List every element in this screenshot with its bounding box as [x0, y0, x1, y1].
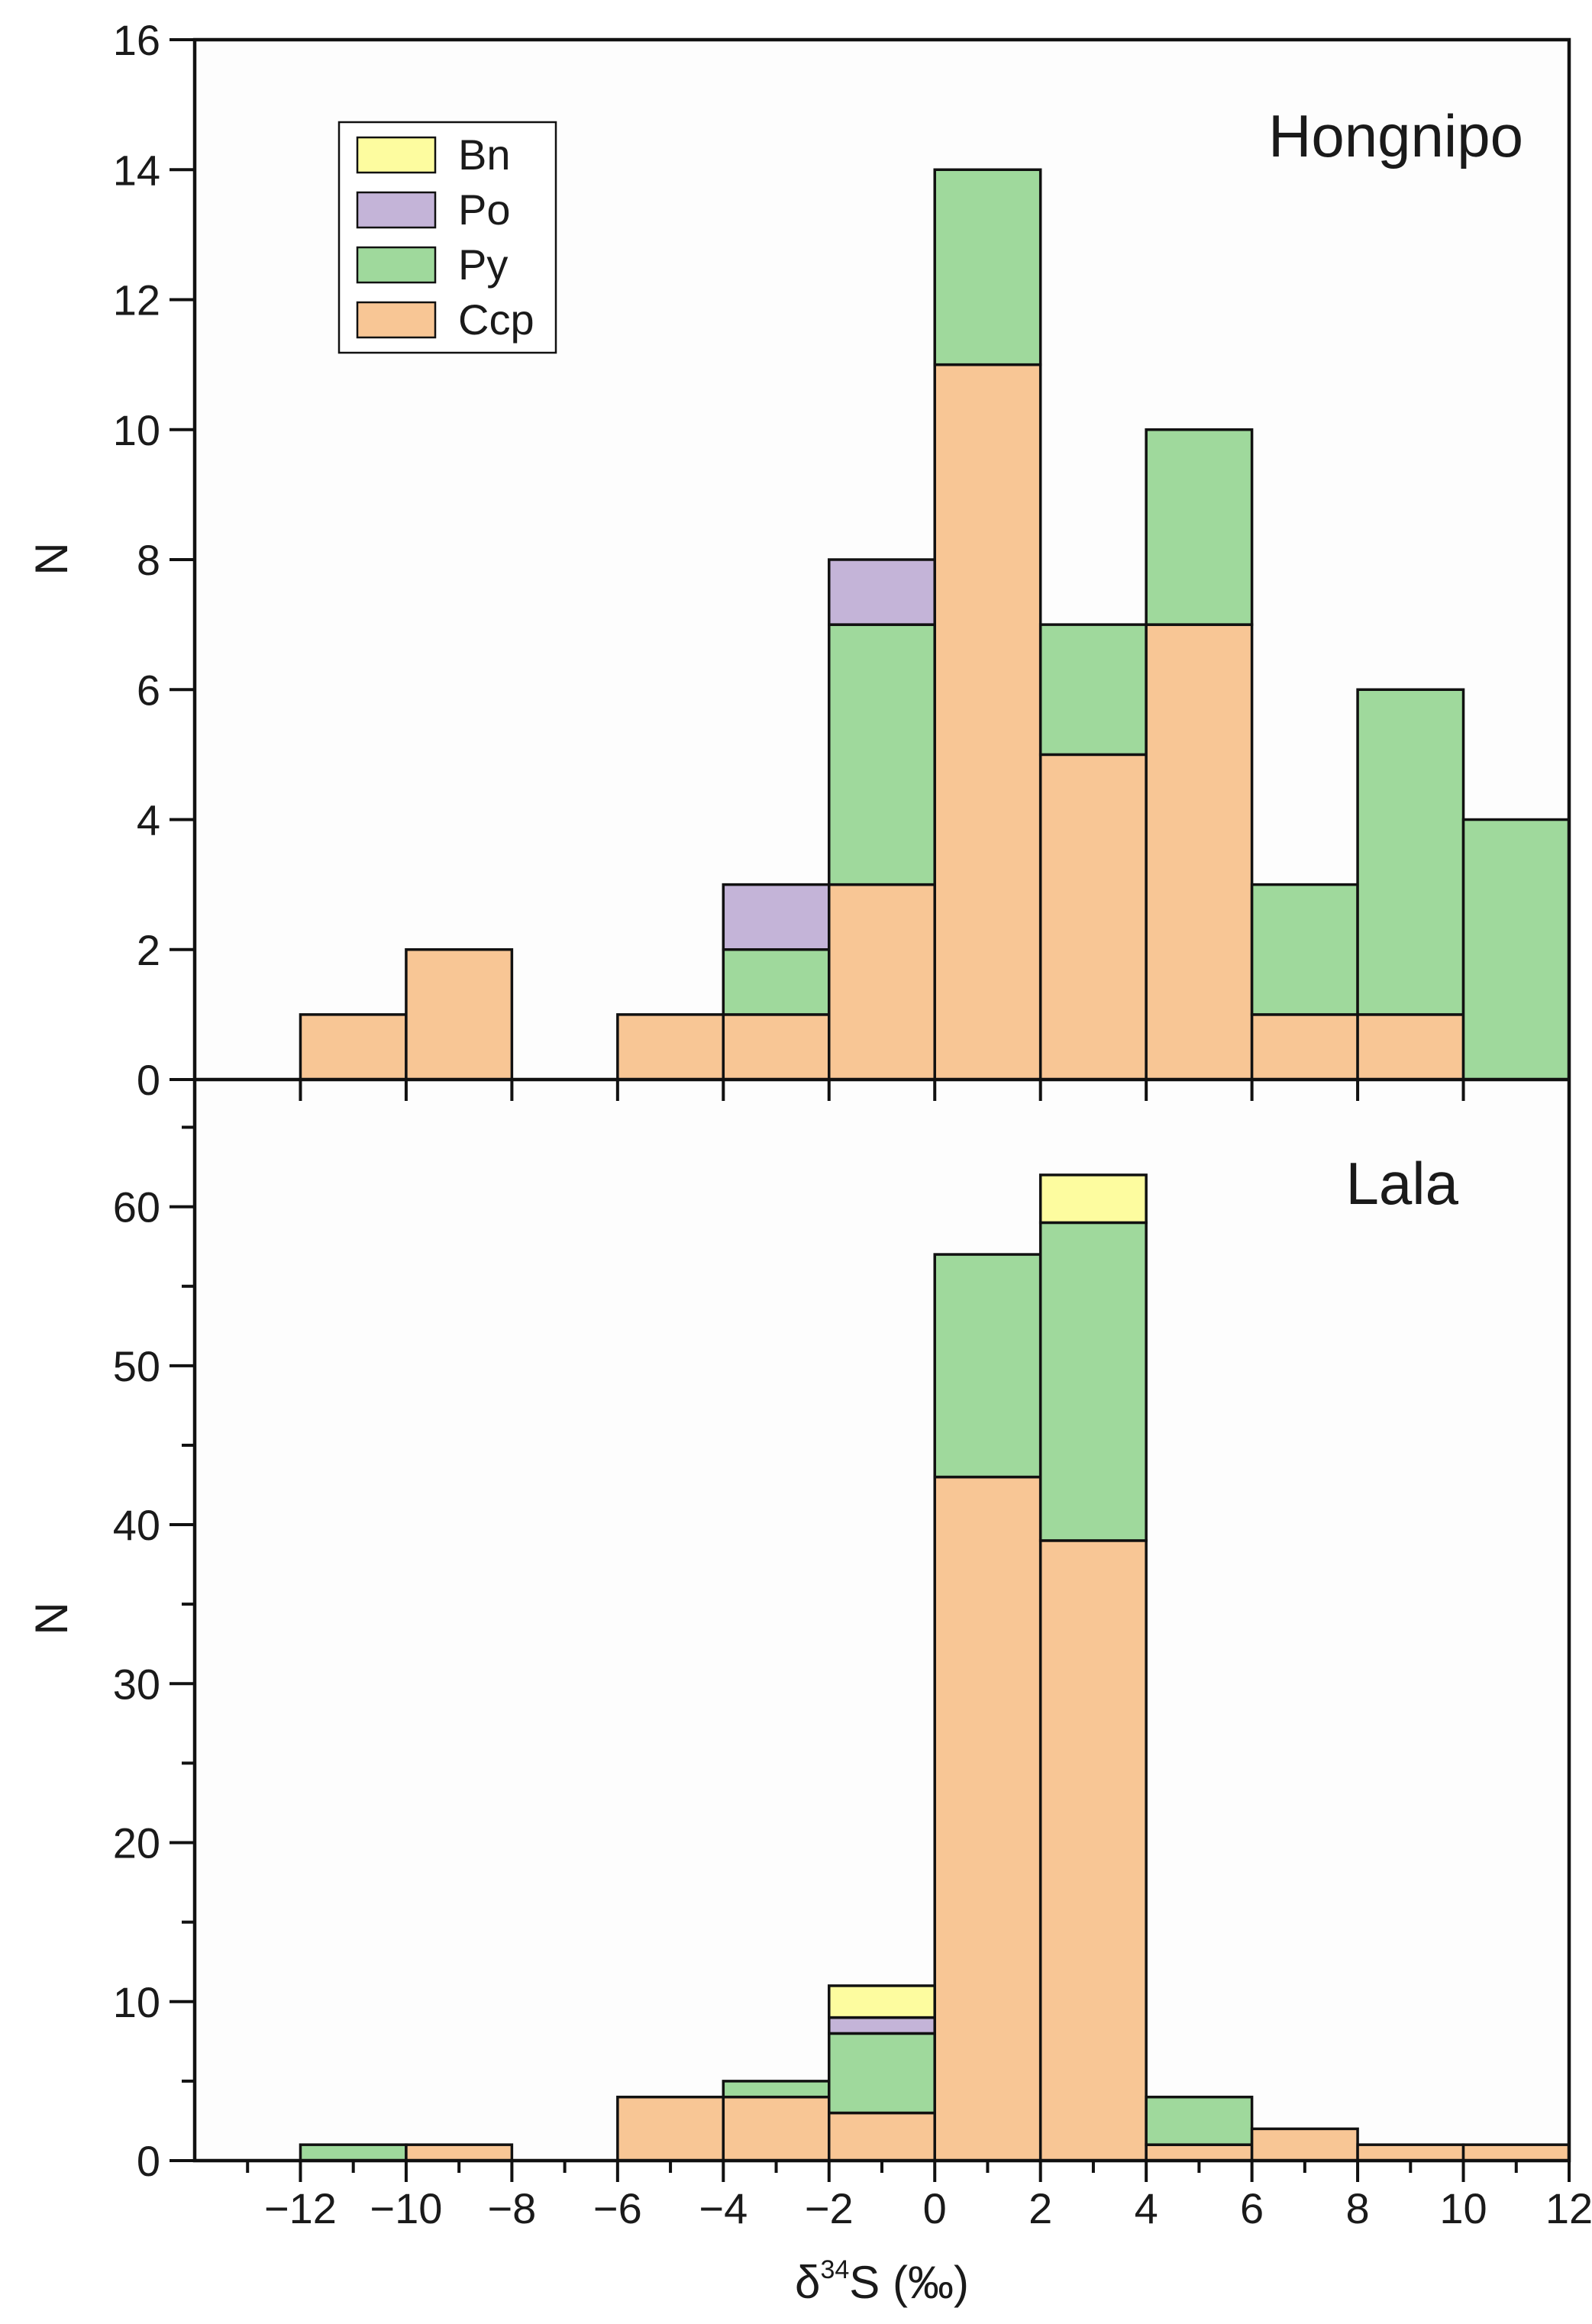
plot-area-fill — [195, 40, 1569, 2161]
lala-bars — [299, 1173, 1571, 2162]
x-axis-title-rest: S (‰) — [849, 2257, 969, 2308]
hongnipo-bar-ccp--2-to-0 — [828, 883, 936, 1081]
hongnipo-y-tick-label: 6 — [137, 666, 160, 714]
x-axis-ticks: −12 −10 −8 −6 −4 −2 0 2 4 6 8 10 12 — [246, 1080, 1592, 2232]
x-axis-title: δ34S (‰) — [795, 2255, 969, 2308]
lala-bar-py-4-to-6 — [1145, 2095, 1254, 2146]
lala-bar-py-2-to-4 — [1038, 1221, 1148, 1542]
lala-y-tick-label: 10 — [113, 1978, 160, 2026]
lala-bar-ccp--4-to--2 — [722, 2095, 831, 2162]
legend-entries: Bn Po Py Ccp — [356, 131, 534, 344]
hongnipo-y-tick-label: 14 — [113, 146, 160, 194]
lala-bar-py-0-to-2 — [933, 1253, 1042, 1479]
legend-label-py: Py — [458, 240, 508, 289]
lala-y-axis-ticks: 0 10 20 30 40 50 60 — [113, 1125, 195, 2185]
hongnipo-y-tick-label: 2 — [137, 926, 160, 974]
hongnipo-bar-po--4-to--2 — [722, 883, 831, 951]
x-tick-label: 8 — [1345, 2184, 1369, 2232]
x-tick-label: −10 — [370, 2184, 442, 2232]
hongnipo-bar-ccp-4-to-6 — [1145, 623, 1254, 1081]
x-axis-title-superscript: 34 — [820, 2255, 849, 2284]
lala-y-tick-label: 40 — [113, 1501, 160, 1549]
lala-bar-py--4-to--2 — [722, 2080, 831, 2099]
x-tick-label: −4 — [699, 2184, 748, 2232]
x-tick-label: 12 — [1545, 2184, 1592, 2232]
hongnipo-panel-title: Hongnipo — [1268, 102, 1523, 169]
hongnipo-bar-py-8-to-10 — [1356, 688, 1465, 1016]
lala-y-tick-label: 0 — [137, 2137, 160, 2185]
lala-bar-ccp--10-to--8 — [405, 2143, 514, 2162]
hongnipo-y-tick-label: 8 — [137, 536, 160, 584]
hongnipo-bar-py-10-to-12 — [1461, 818, 1571, 1081]
hongnipo-y-tick-label: 12 — [113, 276, 160, 324]
hongnipo-bar-py--4-to--2 — [722, 948, 831, 1016]
hongnipo-bar-ccp--12-to--10 — [299, 1013, 408, 1081]
lala-bar-ccp--6-to--4 — [616, 2095, 725, 2162]
hongnipo-y-axis-title: N — [26, 542, 77, 575]
lala-y-tick-label: 60 — [113, 1183, 160, 1231]
hongnipo-bar-ccp-0-to-2 — [933, 363, 1042, 1081]
hongnipo-bar-ccp-6-to-8 — [1250, 1013, 1359, 1081]
lala-y-tick-label: 30 — [113, 1660, 160, 1708]
legend-label-po: Po — [458, 186, 511, 234]
lala-y-tick-label: 20 — [113, 1819, 160, 1867]
hongnipo-y-tick-label: 16 — [113, 16, 160, 64]
hongnipo-y-tick-label: 0 — [137, 1056, 160, 1104]
lala-bar-ccp-10-to-12 — [1461, 2143, 1571, 2162]
hongnipo-bar-ccp-2-to-4 — [1038, 753, 1148, 1081]
x-tick-label: 10 — [1439, 2184, 1487, 2232]
lala-bar-bn-2-to-4 — [1038, 1173, 1148, 1225]
legend-label-ccp: Ccp — [458, 295, 534, 344]
hongnipo-bar-py--2-to-0 — [828, 623, 936, 886]
hongnipo-bar-py-2-to-4 — [1038, 623, 1148, 757]
hongnipo-bars — [299, 168, 1571, 1081]
legend-swatch-ccp — [356, 301, 437, 339]
lala-y-axis-title: N — [26, 1602, 77, 1635]
hongnipo-bar-po--2-to-0 — [828, 558, 936, 626]
lala-bar-ccp-2-to-4 — [1038, 1539, 1148, 2162]
hongnipo-bar-ccp--6-to--4 — [616, 1013, 725, 1081]
lala-bar-ccp-6-to-8 — [1250, 2127, 1359, 2162]
hongnipo-bar-py-4-to-6 — [1145, 428, 1254, 626]
hongnipo-y-axis-ticks: 0 2 4 6 8 10 12 14 16 — [113, 16, 195, 1104]
x-tick-label: 0 — [923, 2184, 947, 2232]
hongnipo-bar-ccp-8-to-10 — [1356, 1013, 1465, 1081]
lala-bar-py--12-to--10 — [299, 2143, 408, 2162]
lala-bar-ccp-0-to-2 — [933, 1475, 1042, 2162]
legend-swatch-py — [356, 246, 437, 284]
x-tick-label: −12 — [264, 2184, 337, 2232]
x-tick-label: −8 — [487, 2184, 536, 2232]
hongnipo-bar-py-0-to-2 — [933, 168, 1042, 366]
x-tick-label: −2 — [805, 2184, 854, 2232]
x-tick-label: 4 — [1135, 2184, 1158, 2232]
lala-bar-ccp-4-to-6 — [1145, 2143, 1254, 2162]
hongnipo-bar-ccp--10-to--8 — [405, 948, 514, 1081]
lala-panel-title: Lala — [1346, 1150, 1459, 1217]
lala-bar-po--2-to-0 — [828, 2016, 936, 2035]
lala-bar-py--2-to-0 — [828, 2032, 936, 2115]
hongnipo-bar-py-6-to-8 — [1250, 883, 1359, 1016]
legend: Bn Po Py Ccp — [337, 121, 557, 354]
legend-label-bn: Bn — [458, 131, 511, 179]
x-tick-label: −6 — [593, 2184, 642, 2232]
hongnipo-bar-ccp--4-to--2 — [722, 1013, 831, 1081]
lala-y-tick-label: 50 — [113, 1342, 160, 1390]
legend-swatch-bn — [356, 136, 437, 174]
lala-bar-bn--2-to-0 — [828, 1984, 936, 2019]
hongnipo-y-tick-label: 4 — [137, 796, 160, 844]
lala-bar-ccp--2-to-0 — [828, 2111, 936, 2162]
lala-bar-ccp-8-to-10 — [1356, 2143, 1465, 2162]
x-tick-label: 6 — [1240, 2184, 1264, 2232]
panel-lala: 0 10 20 30 40 50 60 Lala N — [26, 1125, 1571, 2185]
hongnipo-y-tick-label: 10 — [113, 406, 160, 454]
legend-swatch-po — [356, 191, 437, 229]
panel-hongnipo: 0 2 4 6 8 10 12 14 16 Hongnipo N — [26, 16, 1571, 1104]
x-tick-label: 2 — [1029, 2184, 1052, 2232]
x-axis-title-delta: δ — [795, 2257, 820, 2308]
